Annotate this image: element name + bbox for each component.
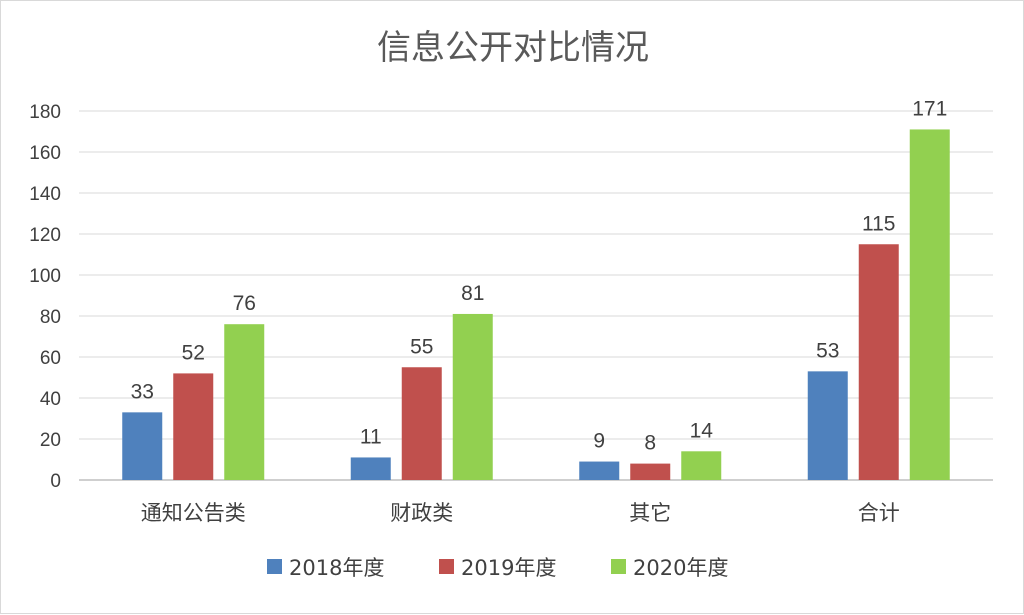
gridlines xyxy=(79,110,993,481)
x-axis-categories: 通知公告类 财政类 其它 合计 xyxy=(141,501,900,525)
data-label: 76 xyxy=(233,292,256,315)
data-label: 55 xyxy=(410,335,433,358)
bar-2-series-2 xyxy=(401,367,442,480)
data-label: 9 xyxy=(593,430,605,453)
bar-3-series-3 xyxy=(681,451,722,480)
category-label: 合计 xyxy=(858,501,900,525)
bar-1-series-2 xyxy=(173,373,214,480)
y-tick-label: 60 xyxy=(40,348,61,369)
legend: 2018年度 2019年度 2020年度 xyxy=(267,556,728,580)
data-label: 8 xyxy=(644,432,656,455)
chart-title: 信息公开对比情况 xyxy=(377,28,649,68)
bar-3-series-1 xyxy=(579,461,620,480)
y-tick-label: 180 xyxy=(29,102,61,123)
legend-swatch xyxy=(439,559,454,574)
category-label: 其它 xyxy=(629,501,671,525)
bar-1-series-3 xyxy=(224,324,265,480)
y-tick-label: 40 xyxy=(40,389,61,410)
data-label: 115 xyxy=(862,212,895,235)
bar-2-series-3 xyxy=(452,313,493,480)
data-label: 11 xyxy=(360,425,382,448)
data-label: 52 xyxy=(182,341,205,364)
category-label: 通知公告类 xyxy=(141,501,246,525)
legend-label: 2020年度 xyxy=(633,556,728,580)
y-tick-label: 160 xyxy=(29,143,61,164)
data-label: 33 xyxy=(131,380,154,403)
bar-2-series-1 xyxy=(350,457,391,480)
data-label: 53 xyxy=(816,339,839,362)
bar-4-series-2 xyxy=(858,244,899,480)
legend-label: 2019年度 xyxy=(461,556,556,580)
bar-1-series-1 xyxy=(122,412,163,480)
y-tick-label: 80 xyxy=(40,307,61,328)
bar-3-series-2 xyxy=(630,463,671,480)
data-label: 14 xyxy=(690,419,714,442)
y-axis-ticks: 0 20 40 60 80 100 120 140 160 180 xyxy=(29,102,61,492)
data-labels: 33 52 76 11 55 81 9 8 14 53 115 171 xyxy=(131,97,948,454)
legend-swatch xyxy=(611,559,626,574)
category-label: 财政类 xyxy=(390,501,453,525)
y-tick-label: 120 xyxy=(29,225,61,246)
bar-4-series-1 xyxy=(807,371,848,480)
bars xyxy=(122,129,950,480)
y-tick-label: 100 xyxy=(29,266,61,287)
y-tick-label: 0 xyxy=(50,471,61,492)
legend-swatch xyxy=(267,559,282,574)
bar-4-series-3 xyxy=(909,129,950,480)
data-label: 171 xyxy=(912,97,947,120)
legend-label: 2018年度 xyxy=(289,556,384,580)
data-label: 81 xyxy=(461,282,484,305)
y-tick-label: 20 xyxy=(40,430,61,451)
y-tick-label: 140 xyxy=(29,184,61,205)
